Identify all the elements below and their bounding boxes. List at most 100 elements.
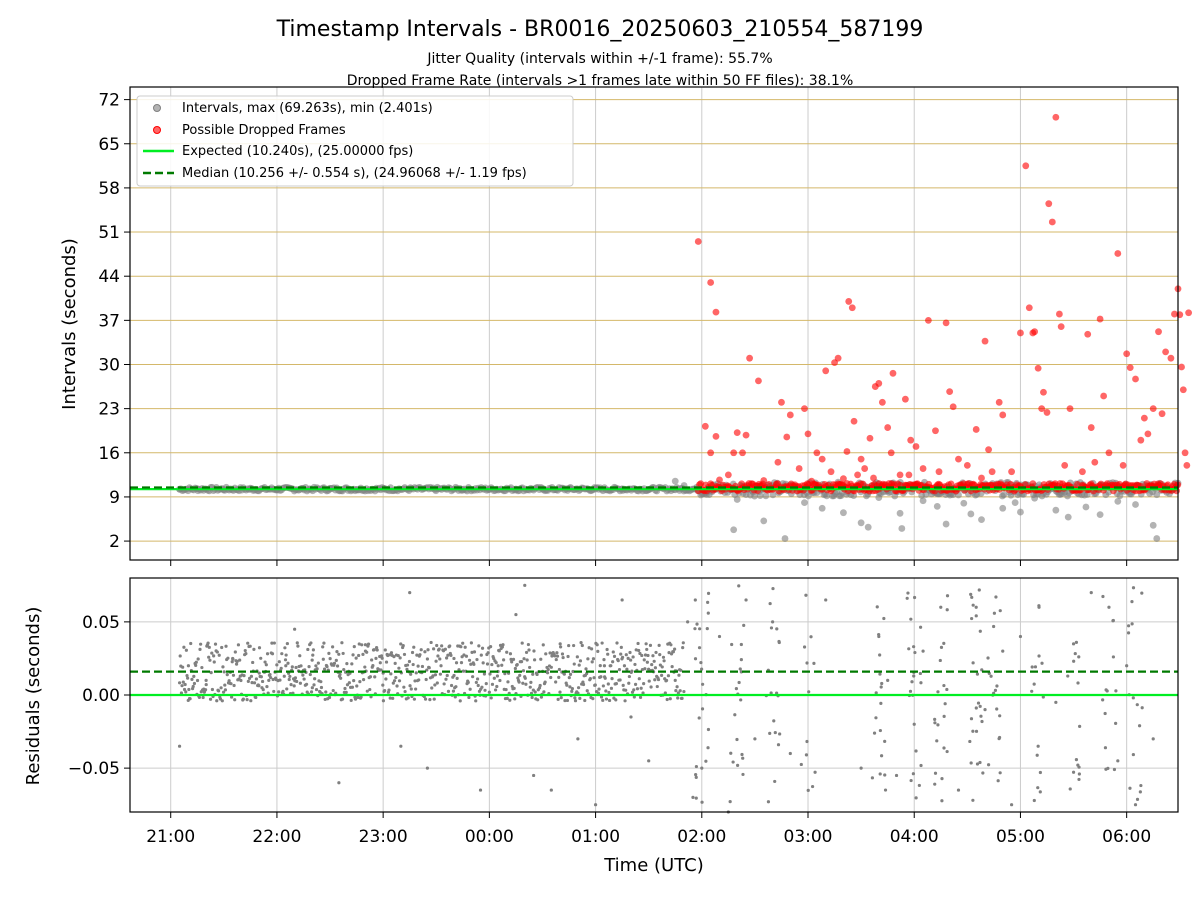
residual-point: [321, 657, 325, 661]
dropped-frame-point: [1119, 462, 1127, 469]
residual-point: [184, 690, 188, 694]
residual-point: [398, 656, 402, 660]
residual-point: [492, 656, 496, 661]
residual-point: [570, 687, 574, 691]
residual-point: [472, 650, 477, 654]
dropped-frame-point: [1096, 315, 1104, 323]
residual-point: [283, 646, 287, 650]
residual-point: [706, 746, 710, 750]
residual-point: [261, 688, 265, 692]
residual-point: [622, 664, 627, 668]
residual-point: [566, 654, 570, 659]
residual-point: [1151, 737, 1155, 741]
residual-point: [933, 782, 937, 786]
dropped-frame-point: [843, 448, 851, 455]
residual-point: [908, 689, 913, 693]
dropped-frame-point: [972, 426, 980, 433]
residual-point: [413, 679, 417, 683]
residual-point: [251, 660, 255, 665]
dropped-frame-point: [1140, 414, 1148, 422]
residual-point: [945, 687, 949, 692]
residual-point: [381, 683, 385, 687]
residual-point: [212, 654, 216, 658]
residual-point: [1111, 655, 1116, 659]
residual-point: [605, 647, 609, 652]
residual-point: [549, 675, 553, 680]
residual-point: [1001, 649, 1005, 653]
residual-point: [629, 715, 633, 719]
residual-point: [912, 722, 916, 726]
dropped-frame-point: [870, 474, 877, 482]
residual-point: [337, 652, 341, 656]
dropped-frame-point: [887, 449, 895, 457]
residual-point: [548, 651, 552, 655]
residual-point: [293, 676, 298, 680]
residual-point: [332, 661, 337, 665]
residual-point: [496, 664, 500, 668]
residual-point: [511, 657, 516, 662]
residual-point: [644, 642, 648, 646]
residual-point: [267, 678, 271, 682]
residual-point: [1071, 642, 1076, 646]
residual-point: [607, 698, 612, 703]
residual-point: [599, 675, 603, 679]
legend-median-label: Median (10.256 +/- 0.554 s), (24.96068 +…: [182, 166, 527, 181]
residual-point: [859, 766, 863, 770]
residual-point: [771, 620, 775, 624]
residual-point: [187, 687, 191, 692]
residual-point: [509, 657, 513, 661]
residual-point: [993, 688, 998, 692]
residual-point: [178, 654, 182, 658]
residual-point: [616, 659, 620, 663]
residual-point: [942, 714, 946, 718]
residual-point: [442, 682, 446, 686]
residual-point: [412, 697, 416, 701]
residual-point: [183, 682, 187, 687]
residual-point: [626, 656, 630, 661]
residual-point: [645, 647, 649, 652]
residuals-panel: −0.05 0.00 0.05 21:00 22:00 23:00 00:00 01:00 0…: [23, 577, 1179, 847]
dropped-frame-point: [854, 471, 861, 479]
residual-point: [191, 684, 195, 689]
residual-point: [189, 641, 193, 646]
residual-point: [581, 680, 585, 684]
residual-point: [227, 679, 231, 683]
residual-point: [882, 616, 886, 621]
y-tick-label: 51: [98, 223, 120, 243]
residual-point: [524, 682, 528, 686]
residual-point: [624, 653, 628, 657]
residual-point: [337, 781, 341, 785]
residual-point: [596, 649, 600, 653]
residual-point: [614, 698, 618, 702]
residual-point: [259, 675, 263, 679]
residual-point: [439, 664, 443, 668]
residual-point: [694, 775, 698, 779]
residual-point: [412, 645, 416, 649]
residual-point: [879, 754, 884, 758]
residual-point: [919, 763, 923, 768]
residual-point: [532, 773, 536, 778]
residual-point: [180, 684, 184, 688]
residual-point: [939, 645, 944, 649]
residual-point: [1112, 767, 1117, 772]
residual-point: [488, 672, 492, 676]
residual-point: [484, 682, 488, 686]
residual-point: [998, 771, 1002, 775]
residual-point: [969, 717, 974, 721]
residual-point: [654, 650, 658, 655]
interval-point: [1132, 501, 1139, 508]
residual-point: [585, 671, 589, 676]
residual-point: [1077, 777, 1081, 782]
interval-point: [760, 517, 768, 525]
interval-point: [781, 535, 789, 542]
residual-point: [340, 641, 344, 645]
residual-point: [181, 680, 185, 684]
residual-point: [1076, 681, 1080, 685]
residual-point: [936, 690, 940, 694]
residual-point: [363, 665, 367, 669]
residual-point: [323, 697, 327, 702]
residual-point: [426, 648, 430, 652]
residual-point: [769, 626, 774, 630]
residual-point: [627, 674, 631, 679]
